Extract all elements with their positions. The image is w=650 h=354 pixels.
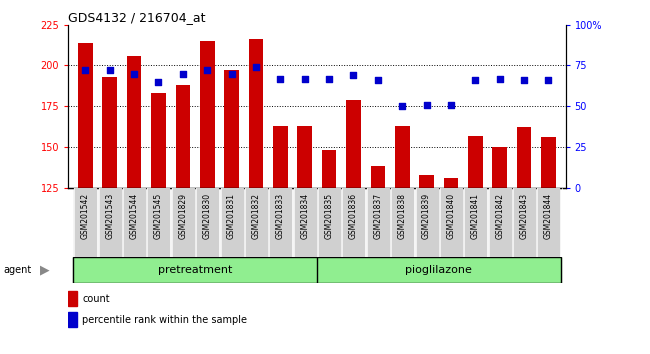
Bar bbox=[415, 188, 437, 257]
Bar bbox=[245, 188, 267, 257]
Bar bbox=[513, 188, 535, 257]
Bar bbox=[468, 136, 483, 188]
Bar bbox=[172, 188, 194, 257]
Bar bbox=[176, 85, 190, 188]
Bar bbox=[391, 188, 413, 257]
Point bbox=[519, 77, 529, 83]
Bar bbox=[249, 39, 263, 188]
Bar bbox=[74, 188, 96, 257]
Text: GSM201841: GSM201841 bbox=[471, 193, 480, 239]
Bar bbox=[200, 41, 214, 188]
Point bbox=[543, 77, 554, 83]
Bar bbox=[298, 126, 312, 188]
Bar bbox=[220, 188, 242, 257]
Bar bbox=[99, 188, 121, 257]
Point bbox=[80, 68, 90, 73]
Text: agent: agent bbox=[3, 265, 31, 275]
Text: GSM201833: GSM201833 bbox=[276, 193, 285, 239]
Text: GSM201832: GSM201832 bbox=[252, 193, 261, 239]
Bar bbox=[123, 188, 145, 257]
Text: GSM201837: GSM201837 bbox=[373, 193, 382, 239]
Bar bbox=[440, 188, 462, 257]
Bar bbox=[294, 188, 316, 257]
Bar bbox=[444, 178, 458, 188]
Text: GSM201543: GSM201543 bbox=[105, 193, 114, 239]
Bar bbox=[103, 77, 117, 188]
Bar bbox=[419, 175, 434, 188]
Text: GSM201842: GSM201842 bbox=[495, 193, 504, 239]
Text: percentile rank within the sample: percentile rank within the sample bbox=[82, 315, 247, 325]
Point bbox=[397, 103, 408, 109]
Point bbox=[251, 64, 261, 70]
Text: pretreatment: pretreatment bbox=[158, 265, 232, 275]
Text: GSM201843: GSM201843 bbox=[519, 193, 528, 239]
Bar bbox=[273, 126, 287, 188]
Text: GSM201839: GSM201839 bbox=[422, 193, 431, 239]
Bar bbox=[370, 166, 385, 188]
Text: ▶: ▶ bbox=[40, 263, 50, 276]
Bar bbox=[464, 188, 486, 257]
Bar bbox=[68, 291, 77, 306]
Bar bbox=[317, 257, 560, 283]
Bar bbox=[538, 188, 560, 257]
Bar bbox=[367, 188, 389, 257]
Text: GSM201830: GSM201830 bbox=[203, 193, 212, 239]
Bar bbox=[322, 150, 337, 188]
Bar bbox=[127, 56, 142, 188]
Point bbox=[324, 76, 334, 81]
Bar bbox=[541, 137, 556, 188]
Point bbox=[275, 76, 285, 81]
Text: count: count bbox=[82, 293, 110, 304]
Point bbox=[495, 76, 505, 81]
Bar bbox=[517, 127, 532, 188]
Text: GSM201838: GSM201838 bbox=[398, 193, 407, 239]
Bar bbox=[73, 257, 317, 283]
Bar bbox=[489, 188, 511, 257]
Bar bbox=[68, 312, 77, 327]
Text: GSM201544: GSM201544 bbox=[129, 193, 138, 239]
Point bbox=[177, 71, 188, 76]
Bar bbox=[318, 188, 340, 257]
Text: GSM201545: GSM201545 bbox=[154, 193, 163, 239]
Bar bbox=[148, 188, 170, 257]
Point bbox=[470, 77, 480, 83]
Text: GSM201835: GSM201835 bbox=[324, 193, 333, 239]
Point bbox=[446, 102, 456, 107]
Point bbox=[348, 73, 359, 78]
Bar bbox=[343, 188, 365, 257]
Point bbox=[300, 76, 310, 81]
Point bbox=[226, 71, 237, 76]
Point bbox=[129, 71, 139, 76]
Bar bbox=[395, 126, 410, 188]
Bar bbox=[269, 188, 291, 257]
Point bbox=[372, 77, 383, 83]
Text: GSM201844: GSM201844 bbox=[544, 193, 553, 239]
Text: pioglilazone: pioglilazone bbox=[406, 265, 472, 275]
Point bbox=[105, 68, 115, 73]
Bar bbox=[78, 43, 92, 188]
Point bbox=[153, 79, 164, 85]
Bar bbox=[493, 147, 507, 188]
Point bbox=[421, 102, 432, 107]
Bar bbox=[224, 70, 239, 188]
Bar bbox=[151, 93, 166, 188]
Text: GSM201831: GSM201831 bbox=[227, 193, 236, 239]
Bar bbox=[196, 188, 218, 257]
Point bbox=[202, 68, 213, 73]
Text: GSM201840: GSM201840 bbox=[447, 193, 456, 239]
Text: GSM201836: GSM201836 bbox=[349, 193, 358, 239]
Text: GSM201542: GSM201542 bbox=[81, 193, 90, 239]
Bar bbox=[346, 100, 361, 188]
Text: GSM201829: GSM201829 bbox=[178, 193, 187, 239]
Text: GSM201834: GSM201834 bbox=[300, 193, 309, 239]
Text: GDS4132 / 216704_at: GDS4132 / 216704_at bbox=[68, 11, 206, 24]
